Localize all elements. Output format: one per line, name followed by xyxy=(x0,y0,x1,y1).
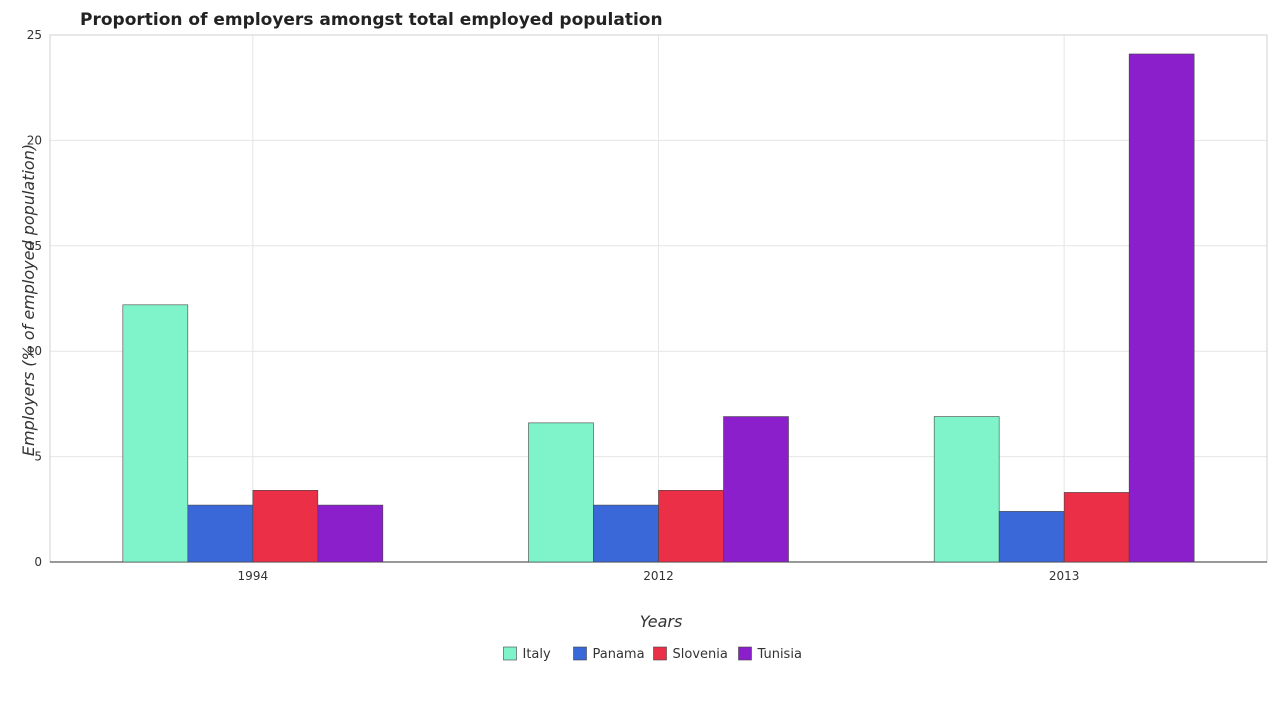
legend-swatch-panama xyxy=(573,646,587,661)
bar-italy-2013 xyxy=(933,416,1000,563)
bar-slovenia-2012 xyxy=(658,490,724,563)
legend-label-italy: Italy xyxy=(523,647,552,662)
x-tick-label: 2012 xyxy=(643,569,674,583)
legend-swatch-tunisia xyxy=(738,646,752,661)
legend-label-panama: Panama xyxy=(593,647,645,662)
y-tick-label: 10 xyxy=(27,344,42,358)
legend: Italy Panama Slovenia Tunisia xyxy=(503,646,802,662)
bars xyxy=(122,53,1195,563)
y-tick-label: 0 xyxy=(34,555,42,569)
legend-swatch-slovenia xyxy=(653,646,667,661)
x-tick-label: 2013 xyxy=(1049,569,1080,583)
legend-label-slovenia: Slovenia xyxy=(673,647,728,662)
y-tick-label: 15 xyxy=(27,239,42,253)
y-tick-label: 25 xyxy=(27,28,42,42)
bar-italy-1994 xyxy=(122,304,189,563)
y-axis-label: Employers (% of employed population) xyxy=(19,144,38,456)
bar-tunisia-2013 xyxy=(1128,53,1195,563)
y-tick-label: 5 xyxy=(34,450,42,464)
chart-title: Proportion of employers amongst total em… xyxy=(80,10,663,30)
bar-tunisia-1994 xyxy=(317,504,384,563)
bar-panama-1994 xyxy=(187,504,254,563)
bar-tunisia-2012 xyxy=(723,416,789,563)
y-tick-label: 20 xyxy=(27,133,42,147)
bar-italy-2012 xyxy=(528,422,594,563)
legend-label-tunisia: Tunisia xyxy=(757,647,802,662)
bar-slovenia-2013 xyxy=(1063,492,1130,563)
x-axis-label: Years xyxy=(640,612,683,631)
legend-swatch-italy xyxy=(503,646,517,661)
bar-panama-2012 xyxy=(593,504,659,563)
bar-panama-2013 xyxy=(998,511,1065,563)
bar-slovenia-1994 xyxy=(252,490,319,563)
x-tick-label: 1994 xyxy=(238,569,269,583)
gridlines xyxy=(50,34,1267,563)
